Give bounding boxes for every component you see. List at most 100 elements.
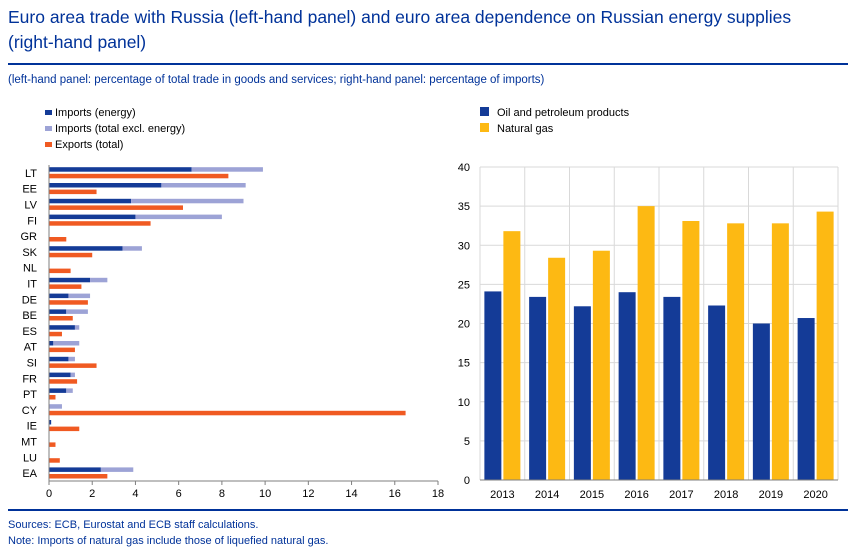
y-tick-label: 30 [458,240,470,252]
y-tick-label: 20 [458,319,470,331]
bar-natural-gas [637,206,655,480]
bar-imports-total-excl-energy [70,372,75,378]
x-tick-label: 10 [259,488,271,500]
x-tick-label: 6 [176,488,182,500]
bar-oil-petroleum [618,292,636,480]
bar-imports-total-excl-energy [68,356,75,362]
bar-imports-energy [49,325,75,330]
bar-exports-total [49,173,229,179]
category-label: AT [24,342,38,354]
x-tick-label: 2 [89,488,95,500]
legend-swatch-1 [45,110,52,115]
x-tick-label: 2016 [624,489,648,501]
bar-exports-total [49,300,88,305]
x-tick-label: 2019 [759,489,783,501]
bar-exports-total [49,331,62,337]
bar-exports-total [49,268,71,274]
bar-exports-total [49,442,56,447]
right-panel-energy: Oil and petroleum products Natural gas 0 5 1… [458,107,839,501]
y-tick-label: 0 [464,475,470,487]
bar-natural-gas [771,223,789,480]
bar-exports-total [49,252,93,258]
bar-natural-gas [592,250,610,480]
bar-imports-total-excl-energy [122,246,142,251]
bar-oil-petroleum [663,296,681,480]
x-tick-label: 18 [432,488,444,500]
bar-natural-gas [727,223,745,480]
bar-exports-total [49,395,56,400]
bar-imports-energy [49,467,101,472]
bar-exports-total [49,379,78,384]
bar-exports-total [49,237,67,242]
bar-imports-energy [49,214,136,220]
bar-imports-total-excl-energy [66,309,88,314]
bar-natural-gas [503,231,521,480]
category-label: GR [21,231,38,243]
bar-imports-energy [49,277,91,283]
legend-swatch-2 [45,126,52,131]
category-label: FI [27,215,37,227]
bar-exports-total [49,347,75,353]
legend-swatch-1 [480,107,489,116]
bar-oil-petroleum [708,305,726,480]
legend-label-1: Oil and petroleum products [497,107,630,119]
category-label: PT [23,389,37,401]
y-tick-label: 15 [458,358,470,370]
x-tick-label: 12 [302,488,314,500]
bar-oil-petroleum [752,323,770,480]
bar-imports-energy [49,372,71,378]
category-label: IT [27,279,37,291]
x-tick-label: 2014 [535,489,559,501]
sources-note: Sources: ECB, Eurostat and ECB staff cal… [8,519,259,531]
bar-natural-gas [548,257,566,480]
bar-exports-total [49,458,60,463]
x-tick-label: 2017 [669,489,693,501]
x-tick-label: 4 [132,488,138,500]
bar-imports-total-excl-energy [68,293,91,299]
bar-imports-energy [49,420,52,425]
y-tick-label: 40 [458,162,470,174]
bar-imports-energy [49,356,69,362]
legend-label-3: Exports (total) [55,139,123,151]
bar-imports-total-excl-energy [191,167,263,172]
bar-imports-energy [49,341,54,346]
bar-exports-total [49,426,80,432]
chart-title: Euro area trade with Russia (left-hand p… [8,7,792,52]
bar-oil-petroleum [529,296,547,480]
bar-imports-energy [49,293,69,299]
legend-label-1: Imports (energy) [55,107,136,119]
bar-oil-petroleum [573,306,591,480]
legend-label-2: Imports (total excl. energy) [55,123,185,135]
y-tick-label: 10 [458,397,470,409]
category-label: EA [22,468,37,480]
category-label: LT [25,168,37,180]
bar-natural-gas [682,220,700,480]
bar-exports-total [49,221,151,226]
bar-imports-total-excl-energy [74,325,80,330]
bar-exports-total [49,316,73,321]
y-tick-label: 5 [464,436,470,448]
bar-imports-energy [49,198,132,204]
bar-exports-total [49,189,97,195]
legend-swatch-3 [45,142,52,147]
bar-exports-total [49,410,406,416]
bar-exports-total [49,205,183,210]
category-label: LV [24,200,37,212]
bar-imports-energy [49,183,162,188]
bar-imports-energy [49,388,67,393]
category-label: DE [22,294,37,306]
x-tick-label: 8 [219,488,225,500]
left-panel-trade: Imports (energy) Imports (total excl. ene… [21,107,445,500]
category-label: LU [23,452,37,464]
bar-imports-total-excl-energy [49,404,62,409]
bar-exports-total [49,474,108,479]
bar-imports-total-excl-energy [66,388,73,393]
category-label: BE [22,310,37,322]
bar-imports-total-excl-energy [131,198,244,204]
category-label: SK [22,247,37,259]
bar-natural-gas [816,211,834,481]
y-tick-label: 35 [458,201,470,213]
category-label: ES [22,326,37,338]
legend-swatch-2 [480,123,489,132]
